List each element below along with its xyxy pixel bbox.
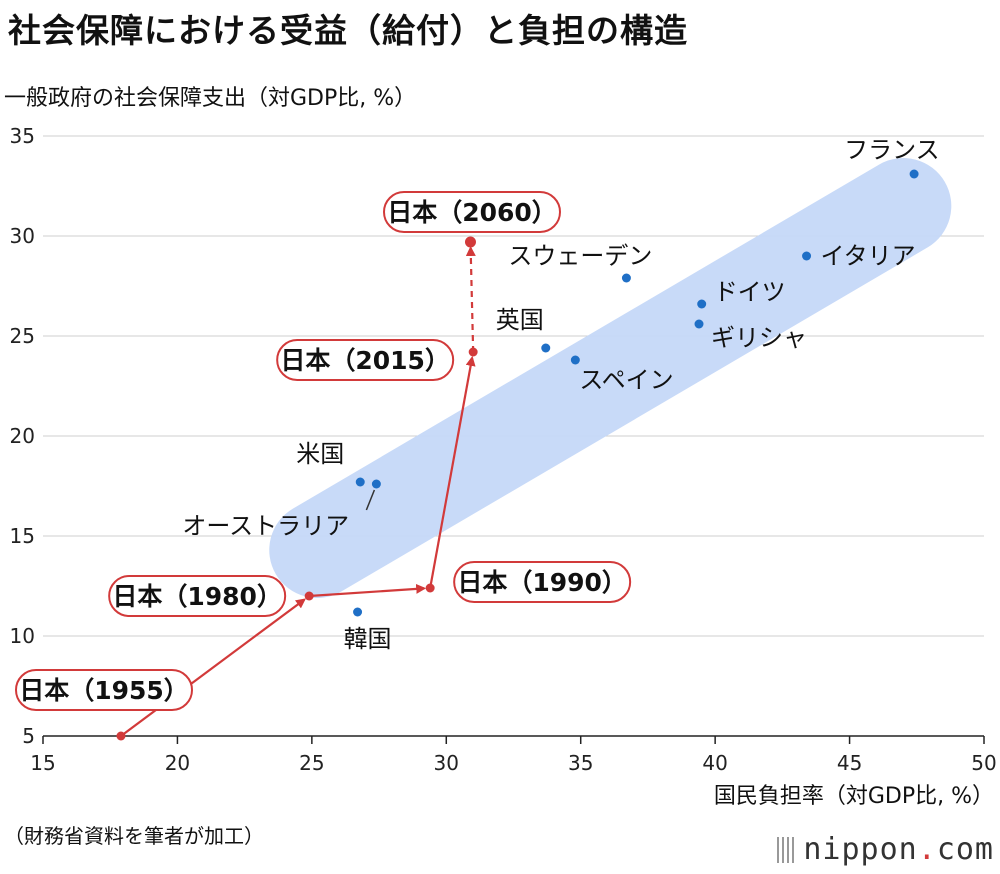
country-point — [694, 319, 704, 329]
chart-title: 社会保障における受益（給付）と負担の構造 — [8, 11, 688, 50]
japan-trajectory — [120, 245, 476, 737]
brand-logo[interactable]: nippon. com — [777, 832, 994, 867]
x-tick-label: 25 — [299, 751, 324, 775]
country-point — [353, 607, 363, 617]
x-tick-label: 15 — [30, 751, 55, 775]
country-label: イタリア — [821, 242, 916, 270]
country-label: オーストラリア — [182, 512, 349, 540]
y-tick-label: 25 — [10, 324, 35, 348]
country-label: ドイツ — [714, 278, 786, 306]
japan-arrow — [120, 598, 306, 737]
brand-name: nippon — [803, 832, 918, 867]
country-point — [802, 251, 812, 261]
brand-tld: com — [936, 832, 994, 867]
x-tick-label: 20 — [165, 751, 190, 775]
country-label: ギリシャ — [711, 324, 807, 352]
country-point — [570, 355, 580, 365]
japan-label: 日本（1990） — [457, 568, 627, 597]
country-label: スウェーデン — [508, 242, 652, 270]
japan-label-box — [276, 339, 455, 381]
source-note: （財務省資料を筆者が加工） — [4, 824, 264, 848]
x-tick-label: 40 — [702, 751, 727, 775]
japan-point — [464, 236, 476, 248]
japan-point — [116, 731, 126, 741]
x-tick-label: 30 — [434, 751, 459, 775]
country-point — [697, 299, 707, 309]
y-tick-label: 20 — [10, 424, 35, 448]
japan-label-box — [15, 669, 193, 711]
japan-label-box — [453, 561, 632, 603]
gridlines — [43, 135, 984, 737]
stripes-logo-icon — [777, 836, 798, 863]
y-tick-label: 30 — [10, 224, 35, 248]
leader-lines — [365, 489, 376, 511]
x-tick-label: 45 — [837, 751, 862, 775]
country-label: スペイン — [579, 366, 673, 394]
japan-label: 日本（1955） — [19, 676, 189, 705]
y-tick-label: 35 — [10, 124, 35, 148]
japan-point — [468, 347, 478, 357]
axis-ticks: 5 10 15 20 25 30 35 15 20 25 30 35 40 45 50 — [10, 124, 997, 775]
country-points — [116, 169, 919, 741]
x-tick-label: 50 — [971, 751, 996, 775]
leader-line — [365, 489, 376, 511]
country-point — [541, 343, 551, 353]
japan-point — [304, 591, 314, 601]
y-tick-label: 10 — [10, 624, 35, 648]
japan-arrow — [429, 355, 476, 589]
data-labels: フランスイタリアスウェーデンドイツギリシャ英国スペイン米国オーストラリア韓国日本… — [15, 136, 940, 711]
japan-label: 日本（2060） — [387, 198, 557, 227]
y-tick-label: 15 — [10, 524, 35, 548]
japan-label-box — [383, 191, 561, 233]
japan-label: 日本（1980） — [112, 582, 282, 611]
country-label: フランス — [844, 136, 940, 164]
y-tick-label: 5 — [22, 724, 35, 748]
x-tick-label: 35 — [568, 751, 593, 775]
japan-arrow — [309, 583, 427, 598]
country-point — [621, 273, 631, 283]
japan-label-box — [108, 575, 287, 617]
country-label: 英国 — [496, 306, 544, 334]
japan-label: 日本（2015） — [280, 346, 450, 375]
country-point — [371, 479, 381, 489]
x-axis-label: 国民負担率（対GDP比, %） — [713, 784, 994, 809]
trend-band — [269, 158, 952, 598]
country-point — [909, 169, 919, 179]
country-label: 韓国 — [344, 625, 392, 653]
japan-point — [425, 583, 435, 593]
y-axis-label: 一般政府の社会保障支出（対GDP比, %） — [4, 86, 417, 111]
brand-dot: . — [917, 832, 937, 867]
country-label: 米国 — [296, 440, 344, 468]
country-point — [355, 477, 365, 487]
